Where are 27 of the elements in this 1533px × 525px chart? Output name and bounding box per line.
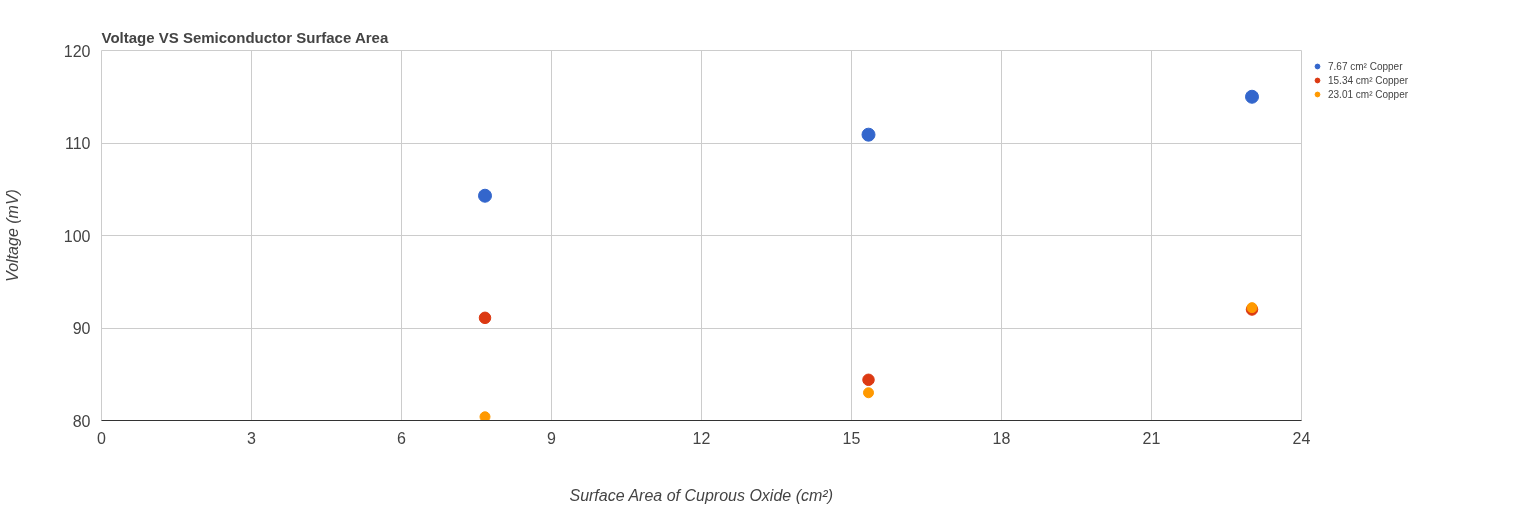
y-tick-label: 120: [63, 42, 91, 60]
y-axis-title: Voltage (mV): [3, 189, 21, 282]
legend-label: 23.01 cm² Copper: [1328, 88, 1409, 100]
x-tick-label: 15: [842, 429, 861, 447]
x-tick-label: 0: [97, 429, 107, 447]
y-tick-label: 80: [72, 412, 91, 430]
y-tick-label: 110: [64, 135, 91, 152]
x-tick-label: 9: [547, 429, 557, 447]
x-tick-label: 3: [247, 429, 257, 447]
point: [862, 373, 875, 387]
y-tick-label: 90: [72, 320, 91, 337]
x-tick-label: 21: [1142, 429, 1161, 447]
y-tick-label: 100: [63, 227, 91, 245]
x-axis-title: Surface Area of Cuprous Oxide (cm²): [569, 486, 833, 504]
legend-label: 15.34 cm² Copper: [1328, 74, 1409, 86]
x-tick-label: 6: [397, 429, 407, 447]
point: [478, 188, 492, 203]
chart-title: Voltage VS Semiconductor Surface Area: [101, 28, 389, 46]
legend-label: 7.67 cm² Copper: [1328, 60, 1403, 72]
point: [1245, 89, 1259, 104]
point: [478, 311, 492, 325]
point: [863, 387, 874, 399]
point: [861, 127, 876, 142]
x-tick-label: 12: [692, 429, 711, 447]
x-tick-label: 18: [992, 429, 1011, 447]
point: [479, 411, 491, 421]
x-tick-label: 24: [1292, 429, 1311, 447]
